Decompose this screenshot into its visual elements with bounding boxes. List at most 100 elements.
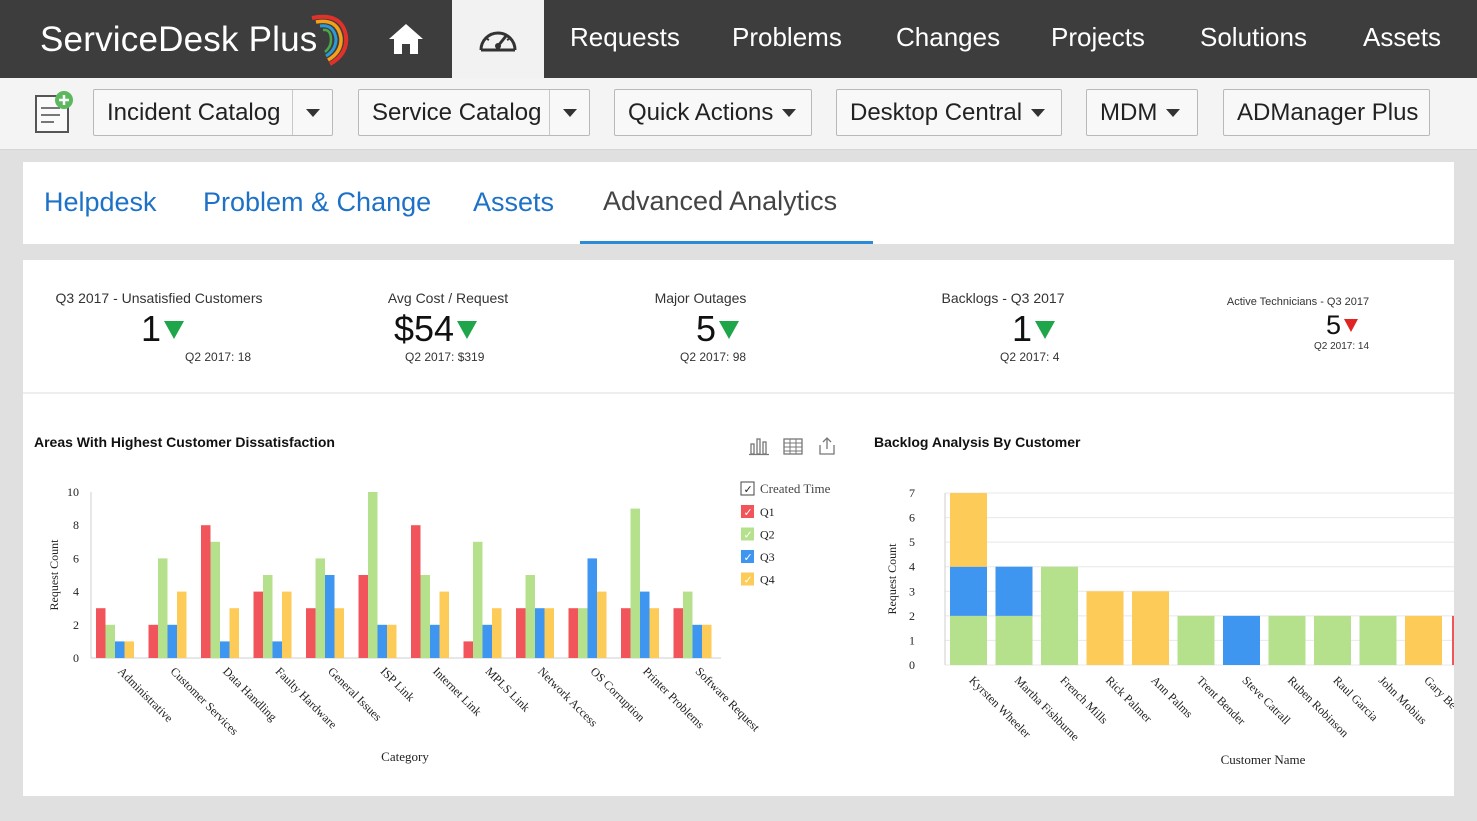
bar-q1 bbox=[306, 608, 316, 658]
bar-q2 bbox=[105, 624, 115, 658]
kpi-card[interactable]: Q3 2017 - Unsatisfied Customers 1 Q2 201… bbox=[51, 290, 267, 364]
stacked-bar-segment bbox=[1086, 591, 1124, 665]
x-tick-label: Gary Be bbox=[1421, 673, 1454, 711]
mdm-button[interactable]: MDM bbox=[1086, 89, 1198, 136]
bar-q3 bbox=[587, 558, 597, 658]
kpi-card[interactable]: Active Technicians - Q3 2017 5 Q2 2017: … bbox=[1218, 296, 1378, 352]
tab-assets[interactable]: Assets bbox=[473, 187, 555, 217]
nav-projects[interactable]: Projects bbox=[1051, 22, 1145, 52]
incident-catalog-dropdown[interactable] bbox=[292, 90, 332, 135]
y-axis-title: Request Count bbox=[885, 543, 899, 615]
stacked-bar-segment bbox=[1359, 615, 1397, 665]
bar-q4 bbox=[597, 591, 607, 658]
legend-checkbox bbox=[740, 481, 755, 496]
kpi-card[interactable]: Backlogs - Q3 2017 1 Q2 2017: 4 bbox=[928, 290, 1078, 364]
admanager-plus-button[interactable]: ADManager Plus bbox=[1223, 89, 1430, 136]
home-icon bbox=[389, 24, 423, 54]
new-request-button[interactable] bbox=[30, 88, 76, 136]
y-tick-label: 0 bbox=[909, 658, 915, 672]
analytics-panel: Q3 2017 - Unsatisfied Customers 1 Q2 201… bbox=[23, 260, 1454, 796]
bar-q3 bbox=[272, 641, 282, 658]
bar-q1 bbox=[568, 608, 578, 658]
bar-q1 bbox=[96, 608, 106, 658]
quick-actions-button[interactable]: Quick Actions bbox=[614, 89, 812, 136]
service-catalog-dropdown[interactable] bbox=[549, 90, 589, 135]
legend-swatch bbox=[741, 527, 754, 541]
bar-chart-icon[interactable] bbox=[748, 436, 770, 456]
kpi-value: 1 bbox=[1012, 308, 1033, 349]
x-axis-title: Category bbox=[381, 749, 429, 764]
nav-solutions[interactable]: Solutions bbox=[1200, 22, 1307, 52]
bar-q2 bbox=[578, 608, 588, 658]
y-tick-label: 6 bbox=[909, 511, 915, 525]
stacked-bar-segment bbox=[1223, 615, 1260, 665]
check-icon: ✓ bbox=[744, 552, 753, 564]
trend-down-icon bbox=[1035, 321, 1056, 339]
y-tick-label: 3 bbox=[909, 584, 915, 598]
check-icon: ✓ bbox=[744, 484, 753, 496]
table-view-icon[interactable] bbox=[782, 436, 804, 456]
bar-q2 bbox=[630, 508, 640, 658]
y-axis-title: Request Count bbox=[47, 539, 61, 611]
stacked-bar-segment bbox=[1452, 615, 1454, 665]
kpi-card[interactable]: Major Outages 5 Q2 2017: 98 bbox=[643, 290, 758, 364]
nav-problems[interactable]: Problems bbox=[732, 22, 842, 52]
bar-q3 bbox=[377, 624, 387, 658]
bar-q3 bbox=[220, 641, 230, 658]
bar-q2 bbox=[473, 541, 483, 658]
bar-q3 bbox=[430, 624, 440, 658]
bar-q3 bbox=[535, 608, 545, 658]
bar-q2 bbox=[315, 558, 325, 658]
logo-text: ServiceDesk Plus bbox=[40, 20, 318, 59]
x-tick-label: MPLS Link bbox=[483, 664, 533, 714]
bar-q1 bbox=[148, 624, 158, 658]
nav-changes[interactable]: Changes bbox=[896, 22, 1001, 52]
chevron-down-icon bbox=[562, 108, 577, 117]
export-icon[interactable] bbox=[816, 436, 838, 456]
trend-down-icon bbox=[457, 321, 478, 339]
bar-q4 bbox=[649, 608, 659, 658]
desktop-central-button[interactable]: Desktop Central bbox=[836, 89, 1062, 136]
y-tick-label: 1 bbox=[909, 633, 915, 647]
quick-toolbar: Incident Catalog Service Catalog Quick A… bbox=[0, 78, 1477, 150]
bar-q1 bbox=[201, 525, 211, 658]
stacked-bar-segment bbox=[1177, 615, 1215, 665]
bar-q4 bbox=[229, 608, 239, 658]
home-button[interactable] bbox=[377, 14, 435, 64]
legend-swatch bbox=[741, 505, 754, 518]
bar-q4 bbox=[282, 591, 292, 658]
bar-q4 bbox=[177, 591, 187, 658]
y-tick-label: 5 bbox=[909, 535, 915, 549]
tab-advanced-analytics[interactable]: Advanced Analytics bbox=[603, 186, 838, 216]
stacked-bar-segment bbox=[1041, 566, 1078, 665]
dashboard-subtabs: Helpdesk Problem & Change Assets Advance… bbox=[23, 162, 1454, 244]
bar-q1 bbox=[673, 608, 683, 658]
incident-catalog-button[interactable]: Incident Catalog bbox=[93, 89, 333, 136]
tab-problem-change[interactable]: Problem & Change bbox=[203, 187, 432, 217]
kpi-card[interactable]: Avg Cost / Request $54 Q2 2017: $319 bbox=[353, 290, 543, 364]
kpi-title: Backlogs - Q3 2017 bbox=[941, 290, 1065, 306]
quick-actions-label: Quick Actions bbox=[628, 98, 774, 126]
kpi-strip: Q3 2017 - Unsatisfied Customers 1 Q2 201… bbox=[23, 260, 1454, 394]
nav-assets[interactable]: Assets bbox=[1363, 22, 1442, 52]
bar-q4 bbox=[702, 624, 712, 658]
legend-swatch bbox=[741, 572, 754, 586]
bar-q2 bbox=[263, 575, 273, 658]
trend-down-icon bbox=[164, 321, 185, 339]
legend-label: Q4 bbox=[760, 573, 775, 587]
bar-q2 bbox=[368, 492, 378, 658]
stacked-bar-segment bbox=[1268, 615, 1306, 665]
y-tick-label: 2 bbox=[909, 609, 915, 623]
desktop-central-label: Desktop Central bbox=[850, 98, 1023, 126]
trend-down-icon bbox=[719, 321, 740, 339]
service-catalog-button[interactable]: Service Catalog bbox=[358, 89, 590, 136]
bar-q1 bbox=[411, 525, 421, 658]
tab-helpdesk[interactable]: Helpdesk bbox=[44, 187, 157, 217]
y-tick-label: 6 bbox=[73, 551, 79, 565]
stacked-bar-segment bbox=[1405, 615, 1442, 665]
dashboard-tab[interactable] bbox=[452, 0, 544, 78]
chevron-down-icon bbox=[1166, 108, 1181, 117]
bar-q1 bbox=[463, 641, 473, 658]
nav-requests[interactable]: Requests bbox=[570, 22, 680, 52]
